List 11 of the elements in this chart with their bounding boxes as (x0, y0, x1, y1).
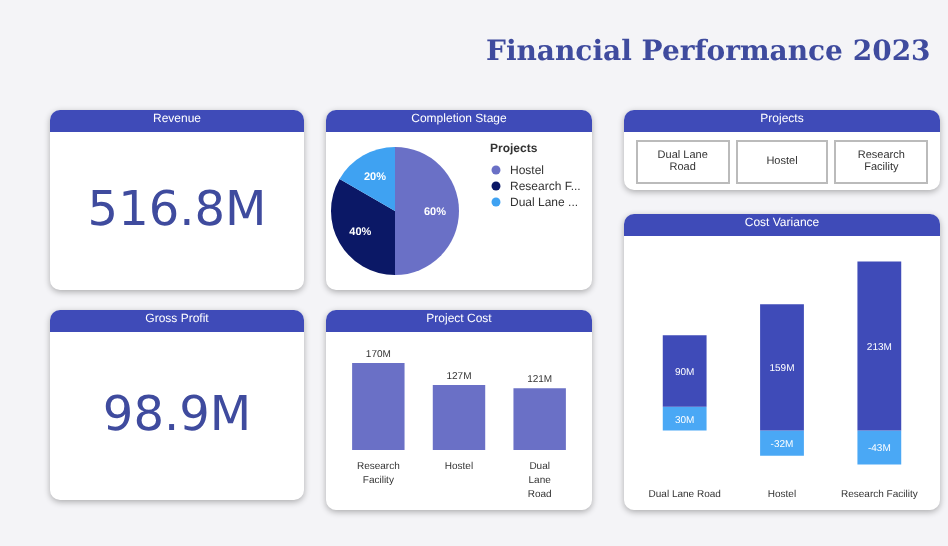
pie-slice (395, 147, 459, 275)
bar (760, 304, 804, 431)
bar (662, 335, 707, 407)
text: 516.8M (87, 181, 267, 237)
pie-slice (339, 147, 395, 211)
bar (857, 261, 902, 431)
pie-slice (331, 179, 395, 275)
bar (760, 430, 804, 456)
text: Financial Performance 2023 (486, 36, 931, 68)
text: 98.9M (102, 386, 252, 442)
bar (857, 430, 902, 465)
